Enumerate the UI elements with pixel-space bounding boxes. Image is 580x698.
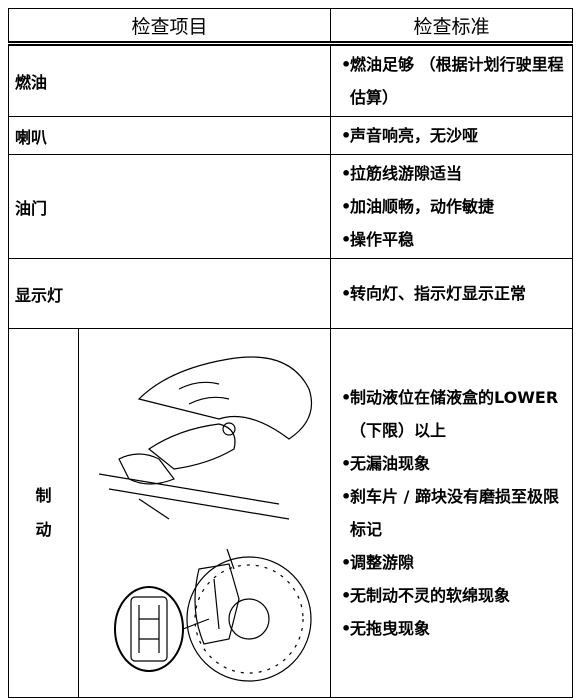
bullet: • — [341, 55, 352, 74]
criteria-text: 无拖曳现象 — [350, 619, 431, 638]
criteria-item: • 调整游隙 — [341, 546, 566, 579]
criteria-text: 加油顺畅，动作敏捷 — [350, 197, 495, 216]
table-row: 制动 • 制动液位在储液盒的LOWER （下限）以上 • 无漏油现象 • 刹车片 / 蹄块… — [8, 328, 574, 698]
criteria-cell: • 制动液位在储液盒的LOWER （下限）以上 • 无漏油现象 • 刹车片 / 蹄块没有磨… — [330, 328, 574, 698]
bullet: • — [341, 388, 352, 407]
criteria-text: 拉筋线游隙适当 — [350, 164, 463, 183]
bullet: • — [341, 487, 352, 506]
criteria-text: 制动液位在储液盒的LOWER （下限）以上 — [350, 388, 559, 440]
criteria-text: 声音响亮，无沙哑 — [350, 126, 479, 145]
lever-sketch — [98, 356, 313, 520]
bullet: • — [341, 164, 352, 183]
criteria-cell: • 燃油足够 （根据计划行驶里程估算） — [330, 43, 574, 117]
criteria-text: 刹车片 / 蹄块没有磨损至极限标记 — [350, 487, 560, 539]
bullet: • — [341, 553, 352, 572]
criteria-text: 转向灯、指示灯显示正常 — [350, 284, 527, 303]
criteria-text: 燃油足够 （根据计划行驶里程估算） — [350, 55, 564, 107]
item-text: 制动 — [35, 486, 52, 539]
criteria-item: • 无漏油现象 — [341, 447, 566, 480]
criteria-item: • 拉筋线游隙适当 — [341, 157, 566, 190]
criteria-item: • 转向灯、指示灯显示正常 — [341, 277, 566, 310]
table-row: 喇叭 • 声音响亮，无沙哑 — [7, 116, 574, 155]
item-cell: 制动 — [8, 328, 79, 698]
criteria-item: • 加油顺畅，动作敏捷 — [341, 190, 566, 223]
table-row: 油门 • 拉筋线游隙适当 • 加油顺畅，动作敏捷 • 操作平稳 — [7, 154, 574, 259]
item-cell: 油门 — [7, 154, 332, 259]
bullet: • — [341, 126, 352, 145]
item-cell: 喇叭 — [7, 116, 332, 155]
criteria-item: • 操作平稳 — [341, 223, 566, 256]
header-cell: 检查项目 — [7, 8, 332, 46]
illustration-cell — [77, 328, 332, 698]
criteria-item: • 无制动不灵的软绵现象 — [341, 579, 566, 612]
bullet: • — [341, 619, 352, 638]
bullet: • — [341, 284, 352, 303]
brake-illustration — [98, 356, 313, 682]
inspection-table: 检查项目 检查标准 燃油 • 燃油足够 （根据计划行驶里程估算） 喇叭 • 声音响亮，无沙… — [7, 8, 574, 698]
criteria-text: 无制动不灵的软绵现象 — [350, 586, 511, 605]
criteria-text: 操作平稳 — [350, 230, 415, 249]
criteria-text: 调整游隙 — [350, 553, 415, 572]
criteria-item: • 燃油足够 （根据计划行驶里程估算） — [341, 48, 566, 114]
criteria-text: 无漏油现象 — [350, 454, 431, 473]
criteria-cell: • 拉筋线游隙适当 • 加油顺畅，动作敏捷 • 操作平稳 — [330, 154, 574, 259]
item-cell: 显示灯 — [7, 258, 332, 329]
criteria-cell: • 声音响亮，无沙哑 — [330, 116, 574, 155]
criteria-item: • 制动液位在储液盒的LOWER （下限）以上 — [341, 381, 566, 447]
bullet: • — [341, 197, 352, 216]
bullet: • — [341, 454, 352, 473]
table-row: 显示灯 • 转向灯、指示灯显示正常 — [7, 258, 574, 329]
criteria-item: • 无拖曳现象 — [341, 612, 566, 645]
criteria-cell: • 转向灯、指示灯显示正常 — [330, 258, 574, 329]
header-cell: 检查标准 — [330, 8, 574, 46]
bullet: • — [341, 230, 352, 249]
criteria-item: • 刹车片 / 蹄块没有磨损至极限标记 — [341, 480, 566, 546]
header-row: 检查项目 检查标准 — [7, 8, 574, 46]
bullet: • — [341, 586, 352, 605]
criteria-item: • 声音响亮，无沙哑 — [341, 119, 566, 152]
item-cell: 燃油 — [7, 43, 332, 117]
table-row: 燃油 • 燃油足够 （根据计划行驶里程估算） — [7, 43, 574, 117]
disc-sketch — [114, 548, 312, 682]
